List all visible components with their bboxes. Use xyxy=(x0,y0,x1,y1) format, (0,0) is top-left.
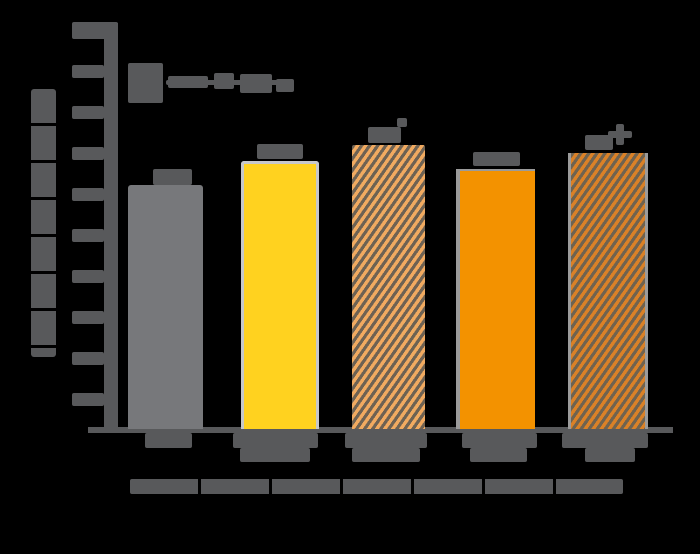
y-tick-label-blob xyxy=(72,65,104,78)
legend-text-segment xyxy=(276,79,294,92)
legend-text-segment xyxy=(168,76,208,88)
x-label-blob-1 xyxy=(145,433,192,448)
x-label-blob-3-line2 xyxy=(352,448,420,462)
y-tick-label-blob xyxy=(72,352,104,365)
y-tick-label-blob xyxy=(72,106,104,119)
y-tick-label-blob xyxy=(72,270,104,283)
legend-swatch-blob xyxy=(128,63,163,103)
y-tick-label-blob xyxy=(72,147,104,160)
y-axis-title-blob xyxy=(31,89,56,357)
y-tick-label-blob xyxy=(72,22,118,39)
x-label-blob-2-line1 xyxy=(233,433,318,448)
bar-1 xyxy=(128,185,203,429)
x-label-blob-4-line1 xyxy=(462,433,537,448)
x-label-blob-5-line2 xyxy=(585,448,635,462)
y-tick-label-blob xyxy=(72,393,104,406)
y-tick-label-blob xyxy=(72,229,104,242)
value-label-blob-1 xyxy=(153,169,192,185)
bar-2 xyxy=(241,161,319,429)
legend-text-segment xyxy=(240,74,272,93)
x-label-blob-5-line1 xyxy=(562,433,648,448)
x-label-blob-2-line2 xyxy=(240,448,310,462)
y-tick-label-blob xyxy=(72,188,104,201)
superscript-marker-blob-3 xyxy=(397,118,407,127)
value-label-blob-3 xyxy=(368,127,401,143)
x-label-blob-3-line1 xyxy=(345,433,427,448)
bar-5 xyxy=(568,153,648,429)
x-label-blob-4-line2 xyxy=(470,448,527,462)
y-tick-label-blob xyxy=(72,311,104,324)
value-label-blob-4 xyxy=(473,152,520,166)
y-axis-line xyxy=(104,23,118,433)
x-axis-baseline xyxy=(88,427,673,433)
caption-blob xyxy=(130,479,623,494)
bar-4 xyxy=(456,169,535,429)
bar-3 xyxy=(352,145,425,429)
legend-text-segment xyxy=(214,73,234,89)
value-label-blob-5 xyxy=(585,135,613,150)
plus-marker-blob-5 xyxy=(616,124,624,145)
value-label-blob-2 xyxy=(257,144,303,159)
